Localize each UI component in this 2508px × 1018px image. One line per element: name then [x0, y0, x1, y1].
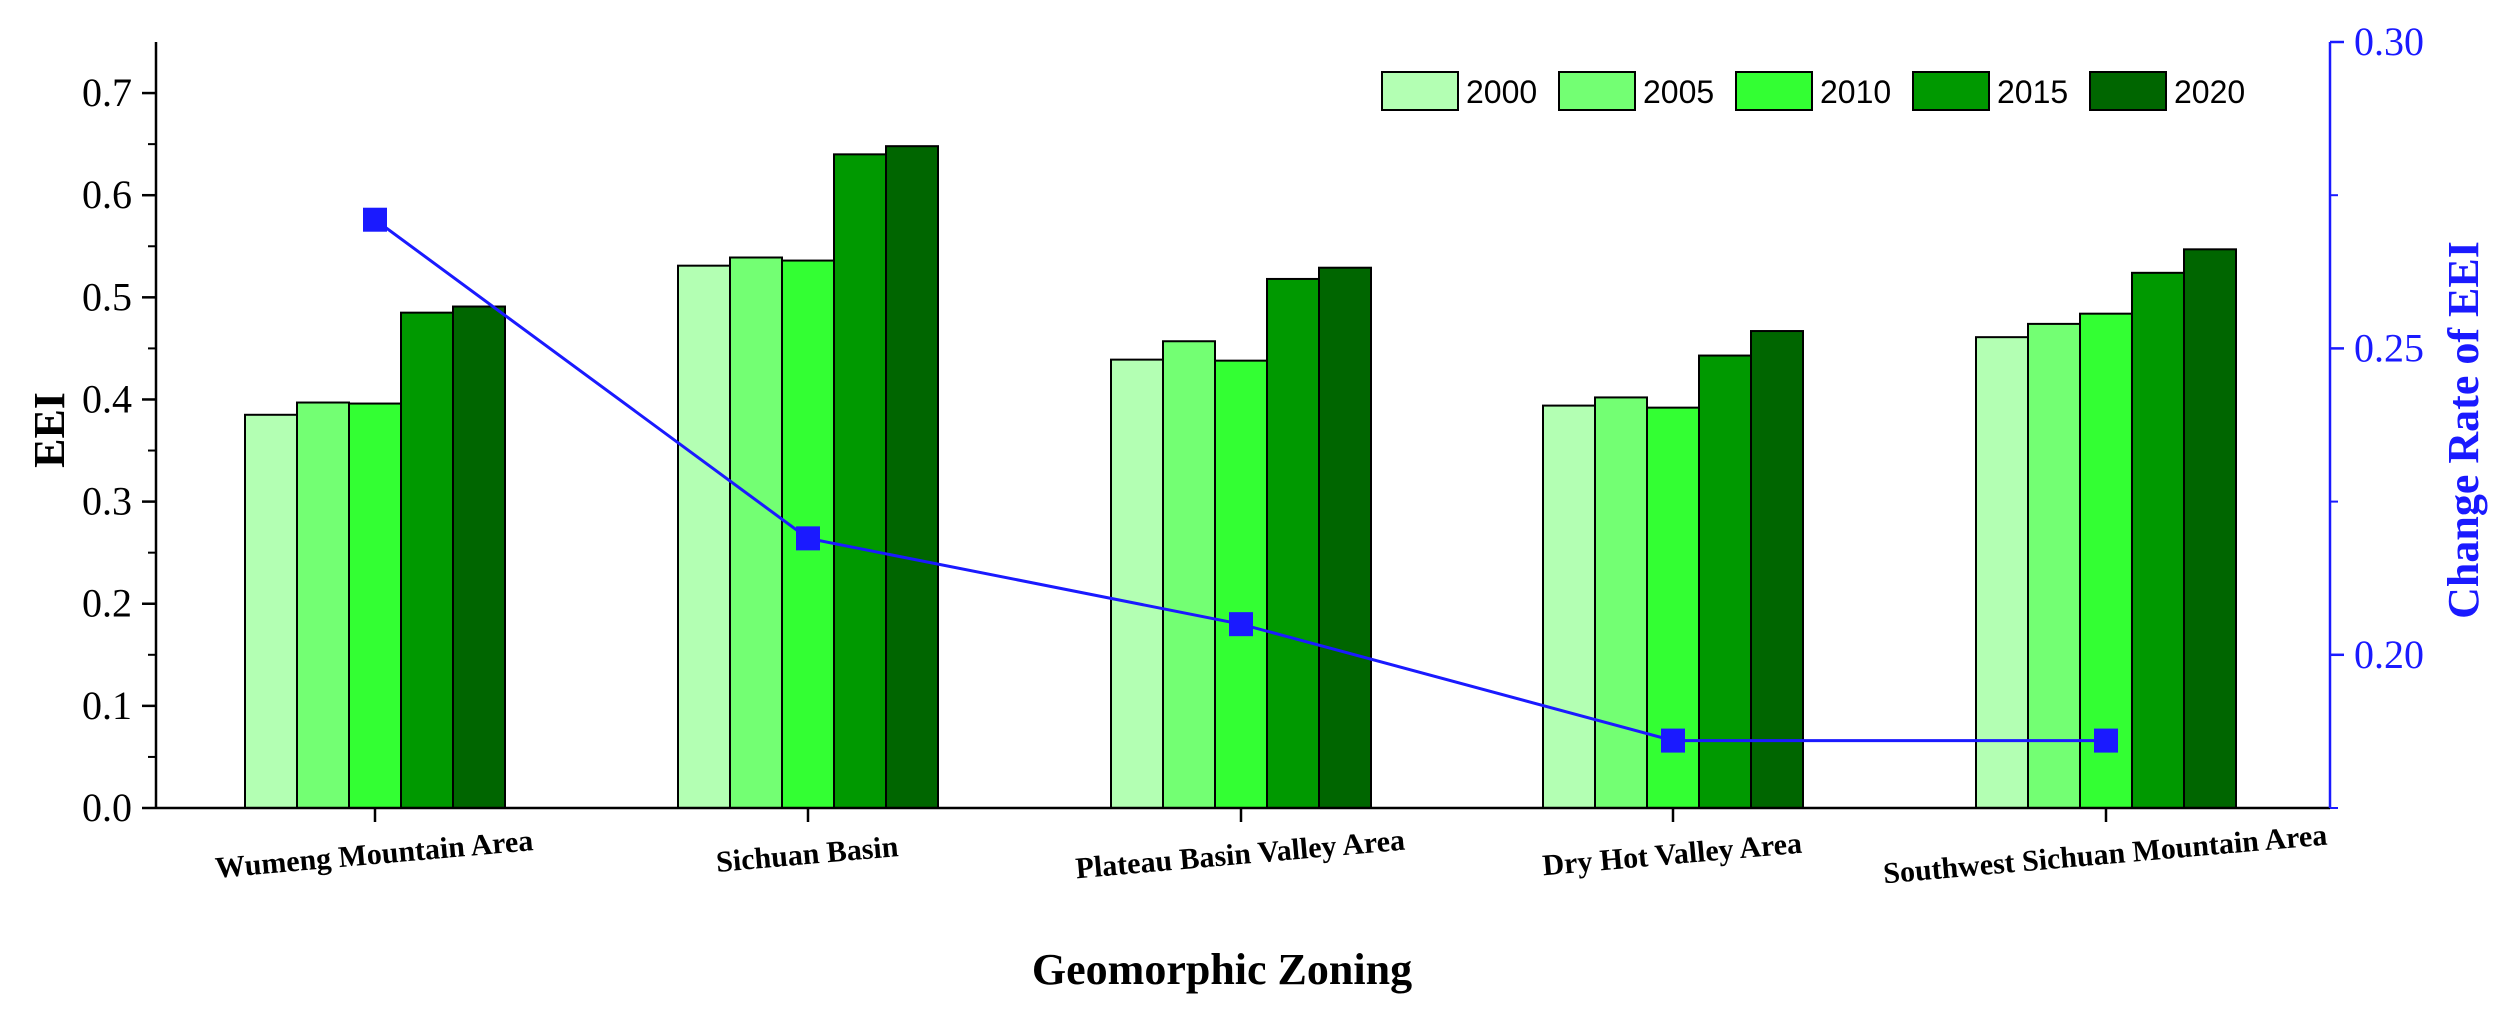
bar-2000-2: [1111, 360, 1163, 808]
bar-2020-2: [1319, 268, 1371, 808]
bar-2020-0: [453, 307, 505, 808]
bar-2015-4: [2132, 273, 2184, 808]
y-tick-label-3: 0.3: [82, 479, 132, 524]
x-tick-label-3: Dry Hot Valley Area: [1541, 827, 1803, 883]
legend-swatch-2000: [1382, 72, 1458, 110]
legend-label-2010: 2010: [1820, 74, 1891, 110]
y-right-tick-label-1: 0.25: [2354, 325, 2424, 370]
change-rate-point-3: [1661, 729, 1685, 753]
y-tick-label-7: 0.7: [82, 70, 132, 115]
x-tick-label-0: Wumeng Mountain Area: [214, 824, 535, 885]
bar-2005-3: [1595, 397, 1647, 808]
legend-label-2020: 2020: [2174, 74, 2245, 110]
bar-2015-2: [1267, 279, 1319, 808]
y-tick-label-1: 0.1: [82, 683, 132, 728]
bar-2005-1: [730, 258, 782, 808]
bar-2005-2: [1163, 341, 1215, 808]
bar-2000-1: [678, 266, 730, 808]
legend-label-2005: 2005: [1643, 74, 1714, 110]
y-axis-right-title: Change Rate of EEI: [2439, 241, 2488, 619]
legend: 2000 2005 2010 2015 2020: [1382, 72, 2245, 110]
y-axis-title: EEI: [25, 392, 74, 468]
legend-label-2000: 2000: [1466, 74, 1537, 110]
change-rate-point-1: [796, 526, 820, 550]
bar-2015-1: [834, 154, 886, 808]
legend-label-2015: 2015: [1997, 74, 2068, 110]
bar-2010-0: [349, 404, 401, 808]
bar-2010-2: [1215, 361, 1267, 808]
legend-swatch-2010: [1736, 72, 1812, 110]
x-tick-label-2: Plateau Basin Valley Area: [1074, 824, 1406, 886]
bar-2020-1: [886, 146, 938, 808]
bar-2000-0: [245, 415, 297, 808]
bar-2000-4: [1976, 337, 2028, 808]
y-tick-label-6: 0.6: [82, 172, 132, 217]
bar-2020-3: [1751, 331, 1803, 808]
change-rate-point-2: [1229, 612, 1253, 636]
bar-layer: [245, 146, 2236, 808]
y-right-tick-label-0: 0.20: [2354, 632, 2424, 677]
change-rate-point-0: [363, 208, 387, 232]
y-tick-label-4: 0.4: [82, 376, 132, 421]
y-tick-label-2: 0.2: [82, 581, 132, 626]
y-right-tick-label-2: 0.30: [2354, 19, 2424, 64]
bar-2015-0: [401, 313, 453, 808]
bar-2000-3: [1543, 406, 1595, 808]
chart: 0.0 0.1 0.2 0.3 0.4 0.5 0.6 0.7 0.20 0.25 0.30 Wume…: [0, 0, 2508, 1018]
x-tick-label-4: Southwest Sichuan Mountain Area: [1882, 819, 2329, 891]
x-axis-title: Geomorphic Zoning: [1032, 945, 1412, 994]
legend-swatch-2005: [1559, 72, 1635, 110]
bar-2005-0: [297, 403, 349, 808]
bar-2005-4: [2028, 324, 2080, 808]
x-tick-label-1: Sichuan Basin: [715, 830, 900, 879]
legend-swatch-2015: [1913, 72, 1989, 110]
change-rate-point-4: [2094, 729, 2118, 753]
y-tick-label-5: 0.5: [82, 274, 132, 319]
bar-2020-4: [2184, 249, 2236, 808]
legend-swatch-2020: [2090, 72, 2166, 110]
y-tick-label-0: 0.0: [82, 785, 132, 830]
